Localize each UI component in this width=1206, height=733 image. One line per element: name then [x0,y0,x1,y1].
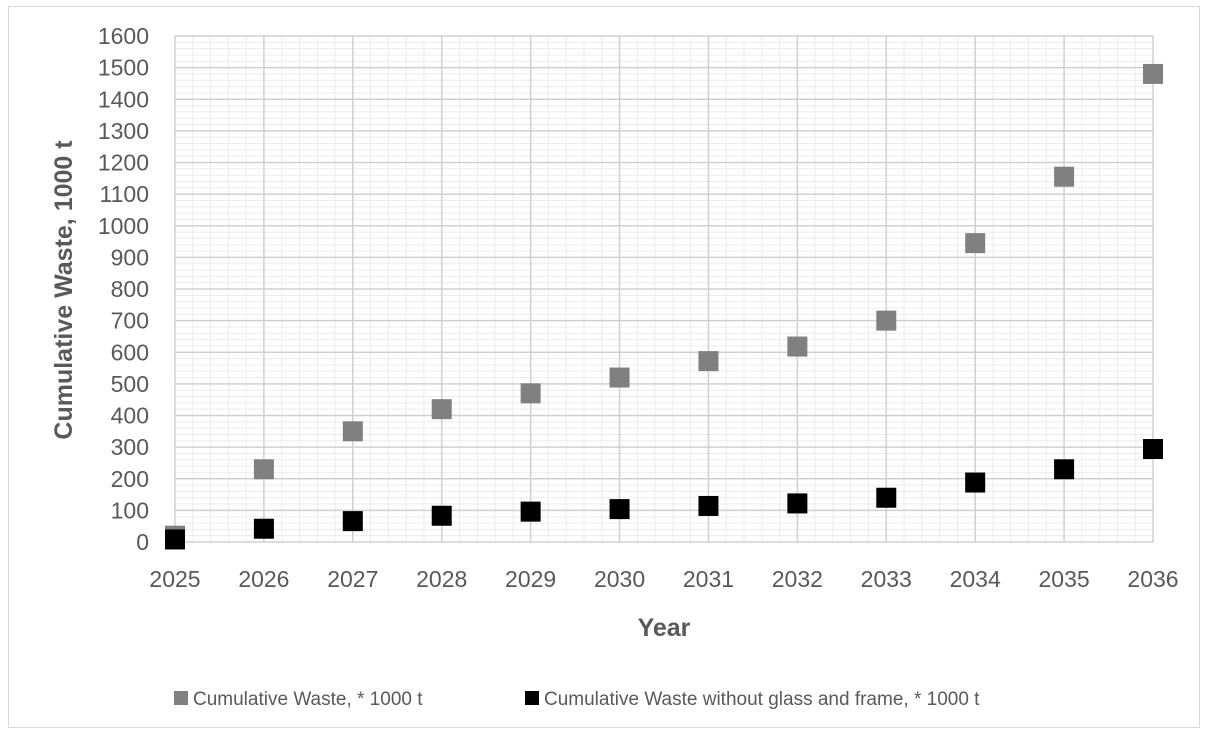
y-tick-label: 900 [111,244,149,270]
legend-label-cumulative-waste: Cumulative Waste, * 1000 t [193,689,423,710]
y-tick-label: 400 [111,403,149,429]
chart-frame [8,6,1200,728]
x-tick-label: 2033 [861,566,912,592]
x-tick-label: 2025 [149,566,200,592]
legend: Cumulative Waste, * 1000 t Cumulative Wa… [174,689,980,710]
x-tick-label: 2028 [416,566,467,592]
y-tick-label: 600 [111,339,149,365]
point-without-glass-frame [253,518,274,539]
legend-label-without-glass-frame: Cumulative Waste without glass and frame… [544,689,980,710]
y-tick-label: 500 [111,371,149,397]
x-tick-label: 2031 [683,566,734,592]
point-without-glass-frame [609,499,630,520]
point-without-glass-frame [520,501,541,522]
point-without-glass-frame [698,495,719,516]
y-tick-label: 300 [111,434,149,460]
point-without-glass-frame [787,493,808,514]
point-cumulative-waste [253,459,274,480]
y-tick-label: 700 [111,308,149,334]
point-without-glass-frame [965,472,986,493]
y-tick-label: 0 [136,529,149,555]
point-cumulative-waste [1143,63,1163,84]
y-tick-label: 1300 [98,118,149,144]
x-tick-label: 2030 [594,566,645,592]
data-points [165,63,1163,550]
legend-swatch-cumulative-waste [174,691,188,705]
x-tick-label: 2034 [950,566,1001,592]
y-tick-label: 800 [111,276,149,302]
point-cumulative-waste [342,421,363,442]
y-axis-title: Cumulative Waste, 1000 t [50,140,78,440]
point-cumulative-waste [609,367,630,388]
y-tick-label: 1400 [98,86,149,112]
y-tick-label: 200 [111,466,149,492]
x-axis-title: Year [638,614,691,642]
point-cumulative-waste [698,351,719,372]
x-axis-ticks: 2025 2026 2027 2028 2029 2030 2031 2032 2033 2034… [149,566,1178,592]
legend-swatch-without-glass-frame [525,691,539,705]
y-tick-label: 1200 [98,150,149,176]
major-grid [174,35,1154,543]
point-without-glass-frame [1143,439,1163,460]
point-without-glass-frame [1054,459,1075,480]
y-tick-label: 1500 [98,55,149,81]
x-tick-label: 2029 [505,566,556,592]
x-tick-label: 2032 [772,566,823,592]
point-without-glass-frame [165,529,185,550]
point-cumulative-waste [787,336,808,357]
point-cumulative-waste [876,310,897,331]
point-without-glass-frame [876,487,897,508]
point-cumulative-waste [1054,166,1075,187]
point-without-glass-frame [431,505,452,526]
y-tick-label: 1000 [98,213,149,239]
x-tick-label: 2027 [327,566,378,592]
x-tick-label: 2026 [238,566,289,592]
point-cumulative-waste [431,399,452,420]
x-tick-label: 2035 [1039,566,1090,592]
y-axis-ticks: 0 100 200 300 400 500 600 700 800 900 1000 1100 1200… [98,23,149,555]
y-tick-label: 1600 [98,23,149,49]
point-cumulative-waste [520,383,541,404]
y-tick-label: 100 [111,497,149,523]
point-without-glass-frame [342,511,363,532]
point-cumulative-waste [965,233,986,254]
y-tick-label: 1100 [100,181,149,207]
x-tick-label: 2036 [1127,566,1178,592]
